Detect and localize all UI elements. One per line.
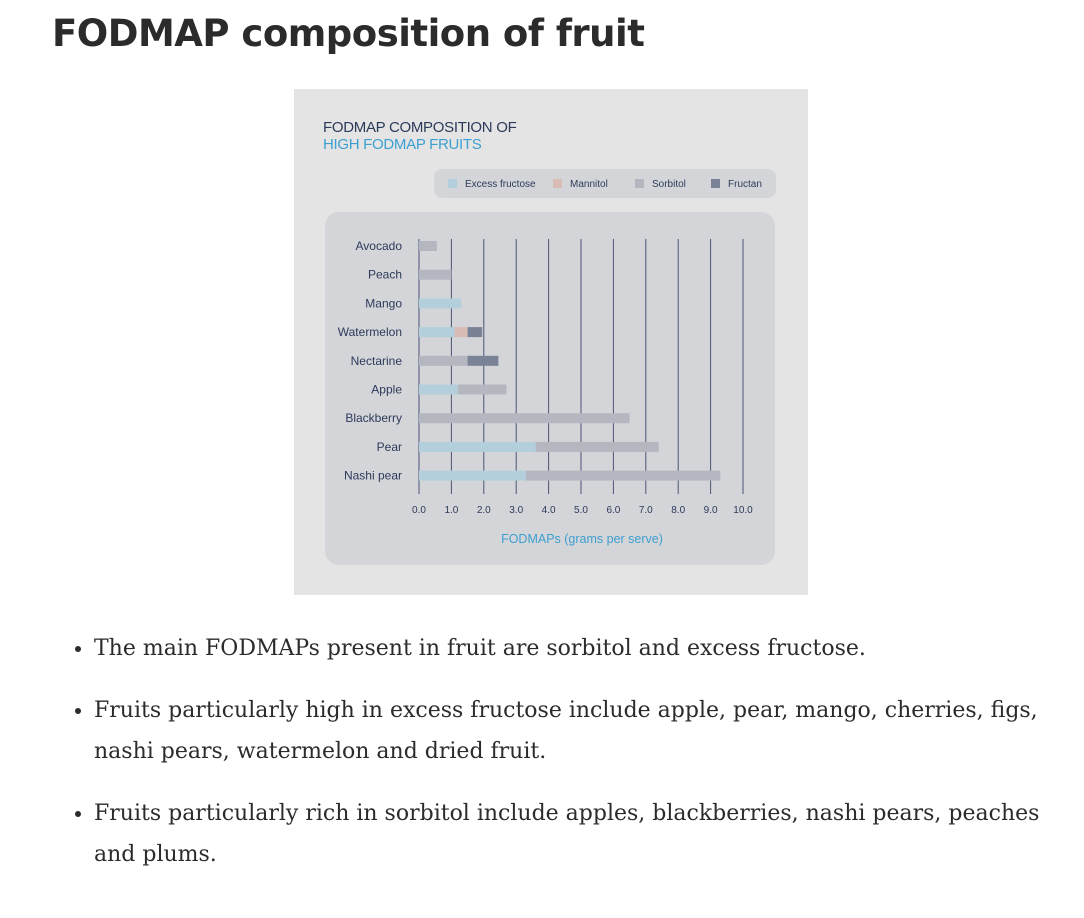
- category-label: Mango: [365, 296, 402, 310]
- legend: Excess fructose Mannitol Sorbitol Fructan: [448, 179, 762, 190]
- bar-segment: [419, 327, 455, 338]
- chart-title-line-1: FODMAP COMPOSITION OF: [323, 119, 517, 136]
- x-tick-label: 7.0: [639, 505, 653, 516]
- x-tick-label: 6.0: [606, 505, 620, 516]
- bullet-item: Fruits particularly high in excess fruct…: [94, 690, 1084, 772]
- page-title: FODMAP composition of fruit: [52, 12, 645, 55]
- x-tick-label: 0.0: [412, 505, 426, 516]
- legend-swatch: [553, 179, 562, 188]
- x-axis-label: FODMAPs (grams per serve): [501, 532, 663, 546]
- bullet-item: Fruits particularly rich in sorbitol inc…: [94, 793, 1084, 875]
- category-label: Watermelon: [338, 325, 402, 339]
- x-tick-label: 4.0: [542, 505, 556, 516]
- bar-segment: [419, 298, 462, 309]
- category-label: Nectarine: [351, 354, 403, 368]
- legend-panel: [434, 169, 776, 198]
- x-tick-label: 1.0: [444, 505, 458, 516]
- bar-segment: [457, 384, 507, 395]
- x-tick-label: 10.0: [733, 505, 753, 516]
- bar-segment: [419, 269, 452, 280]
- bar-segment: [525, 470, 721, 481]
- category-labels: Avocado Peach Mango Watermelon Nectarine Appl…: [338, 239, 403, 483]
- category-label: Nashi pear: [344, 469, 402, 483]
- bar-segment: [419, 384, 458, 395]
- bar-segment: [419, 241, 437, 251]
- bar-segment: [467, 355, 499, 366]
- category-label: Apple: [371, 383, 402, 397]
- x-tick-label: 9.0: [704, 505, 718, 516]
- bar-segment: [535, 441, 659, 452]
- bullet-item: The main FODMAPs present in fruit are so…: [94, 628, 1084, 669]
- x-tick-label: 5.0: [574, 505, 588, 516]
- bars: [419, 241, 721, 481]
- category-label: Peach: [368, 268, 402, 282]
- bar-segment: [419, 470, 526, 481]
- legend-swatch: [448, 179, 457, 188]
- x-tick-labels: 0.0 1.0 2.0 3.0 4.0 5.0 6.0 7.0 8.0 9.0 10.0: [412, 505, 753, 516]
- legend-label: Fructan: [728, 179, 762, 190]
- x-tick-label: 2.0: [477, 505, 491, 516]
- legend-label: Mannitol: [570, 179, 608, 190]
- chart: FODMAP COMPOSITION OF HIGH FODMAP FRUITS…: [323, 119, 776, 565]
- x-tick-label: 8.0: [671, 505, 685, 516]
- category-label: Blackberry: [345, 411, 402, 425]
- bar-segment: [419, 355, 468, 366]
- category-label: Pear: [377, 440, 402, 454]
- chart-title-line-2: HIGH FODMAP FRUITS: [323, 136, 482, 153]
- bar-segment: [419, 413, 630, 424]
- category-label: Avocado: [356, 239, 403, 253]
- x-tick-label: 3.0: [509, 505, 523, 516]
- chart-figure: FODMAP COMPOSITION OF HIGH FODMAP FRUITS…: [294, 89, 808, 595]
- legend-swatch: [635, 179, 644, 188]
- bar-segment: [419, 441, 536, 452]
- bullet-list: The main FODMAPs present in fruit are so…: [52, 628, 1084, 896]
- bar-segment: [467, 327, 483, 338]
- legend-label: Sorbitol: [652, 179, 686, 190]
- legend-label: Excess fructose: [465, 179, 536, 190]
- legend-swatch: [711, 179, 720, 188]
- bar-segment: [454, 327, 468, 338]
